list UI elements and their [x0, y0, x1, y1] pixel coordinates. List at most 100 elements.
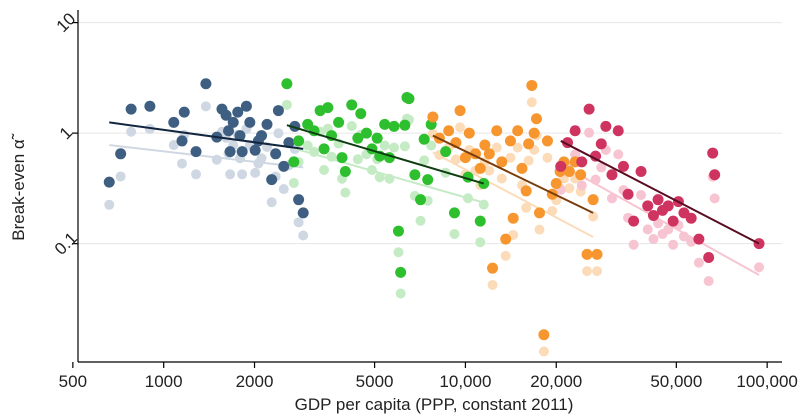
light-point — [379, 140, 390, 151]
data-point — [454, 105, 466, 117]
trendline — [560, 140, 760, 245]
light-point — [570, 149, 581, 160]
data-point — [409, 169, 421, 181]
data-point — [336, 152, 348, 164]
data-point — [281, 78, 293, 90]
data-point — [415, 194, 427, 206]
data-point — [483, 148, 495, 160]
data-point — [703, 251, 715, 263]
light-point — [177, 158, 188, 169]
data-point — [463, 127, 475, 139]
data-point — [487, 262, 499, 274]
data-point — [504, 135, 516, 147]
data-point — [555, 160, 567, 172]
x-axis-title: GDP per capita (PPP, constant 2011) — [295, 395, 574, 414]
data-point — [707, 147, 719, 159]
x-tick-label: 10,000 — [439, 372, 491, 391]
data-point — [491, 125, 503, 137]
tick-labels: 500 1000 2000 5000 10,000 20,000 50,000 100,000… — [51, 9, 798, 391]
data-point — [591, 248, 603, 260]
data-point — [234, 130, 246, 142]
data-point — [581, 248, 593, 260]
light-point — [487, 279, 498, 290]
data-point — [523, 138, 535, 150]
light-point — [346, 121, 357, 132]
data-point — [399, 119, 411, 131]
data-point — [474, 162, 486, 174]
light-point — [415, 215, 426, 226]
light-point — [628, 239, 639, 250]
light-trendlines — [109, 144, 760, 276]
data-point — [474, 215, 486, 227]
data-point — [403, 93, 415, 105]
data-point — [448, 207, 460, 219]
data-point — [538, 329, 550, 341]
data-point — [652, 194, 664, 206]
light-point — [273, 128, 284, 139]
data-point — [533, 207, 545, 219]
light-point — [596, 162, 607, 173]
data-point — [563, 165, 575, 177]
data-point — [427, 111, 439, 123]
data-point — [526, 79, 538, 91]
data-point — [261, 118, 273, 130]
data-point — [240, 100, 252, 112]
data-point — [500, 233, 512, 245]
light-points — [104, 97, 765, 357]
light-point — [395, 288, 406, 299]
data-point — [516, 162, 528, 174]
light-point — [636, 190, 647, 201]
data-point — [125, 103, 137, 115]
light-point — [648, 234, 659, 245]
light-point — [521, 202, 532, 213]
light-point — [237, 169, 248, 180]
light-point — [523, 155, 534, 166]
data-point — [297, 207, 309, 219]
y-axis-title: Break-even α̃ — [9, 133, 28, 240]
light-point — [505, 152, 516, 163]
data-point — [355, 108, 367, 120]
data-point — [583, 103, 595, 115]
data-point — [606, 169, 618, 181]
light-point — [340, 187, 351, 198]
light-point — [693, 257, 704, 268]
data-point — [144, 100, 156, 112]
data-point — [422, 174, 434, 186]
light-point — [250, 167, 261, 178]
data-point — [360, 127, 372, 139]
data-point — [600, 120, 612, 132]
data-points — [103, 78, 765, 341]
data-point — [590, 150, 602, 162]
light-point — [606, 193, 617, 204]
light-point — [668, 239, 679, 250]
data-point — [628, 215, 640, 227]
data-point — [236, 146, 248, 158]
light-point — [584, 127, 595, 138]
data-point — [575, 169, 587, 181]
data-point — [418, 133, 430, 145]
axes — [72, 10, 782, 368]
data-point — [220, 109, 232, 121]
data-point — [612, 125, 624, 137]
data-point — [459, 152, 471, 164]
data-point — [395, 266, 407, 278]
light-point — [200, 101, 211, 112]
y-tick-label: 0.1 — [51, 229, 81, 259]
y-tick-label: 10 — [53, 9, 80, 36]
data-point — [512, 125, 524, 137]
data-point — [278, 160, 290, 172]
light-point — [496, 173, 507, 184]
data-point — [635, 165, 647, 177]
trendline — [286, 124, 485, 185]
data-point — [272, 105, 284, 117]
light-point — [288, 177, 299, 188]
light-point — [419, 155, 430, 166]
x-tick-label: 20,000 — [530, 372, 582, 391]
light-point — [302, 140, 313, 151]
light-point — [293, 217, 304, 228]
data-point — [256, 130, 268, 142]
light-point — [281, 99, 292, 110]
light-point — [399, 141, 410, 152]
light-point — [374, 172, 385, 183]
data-point — [266, 174, 278, 186]
